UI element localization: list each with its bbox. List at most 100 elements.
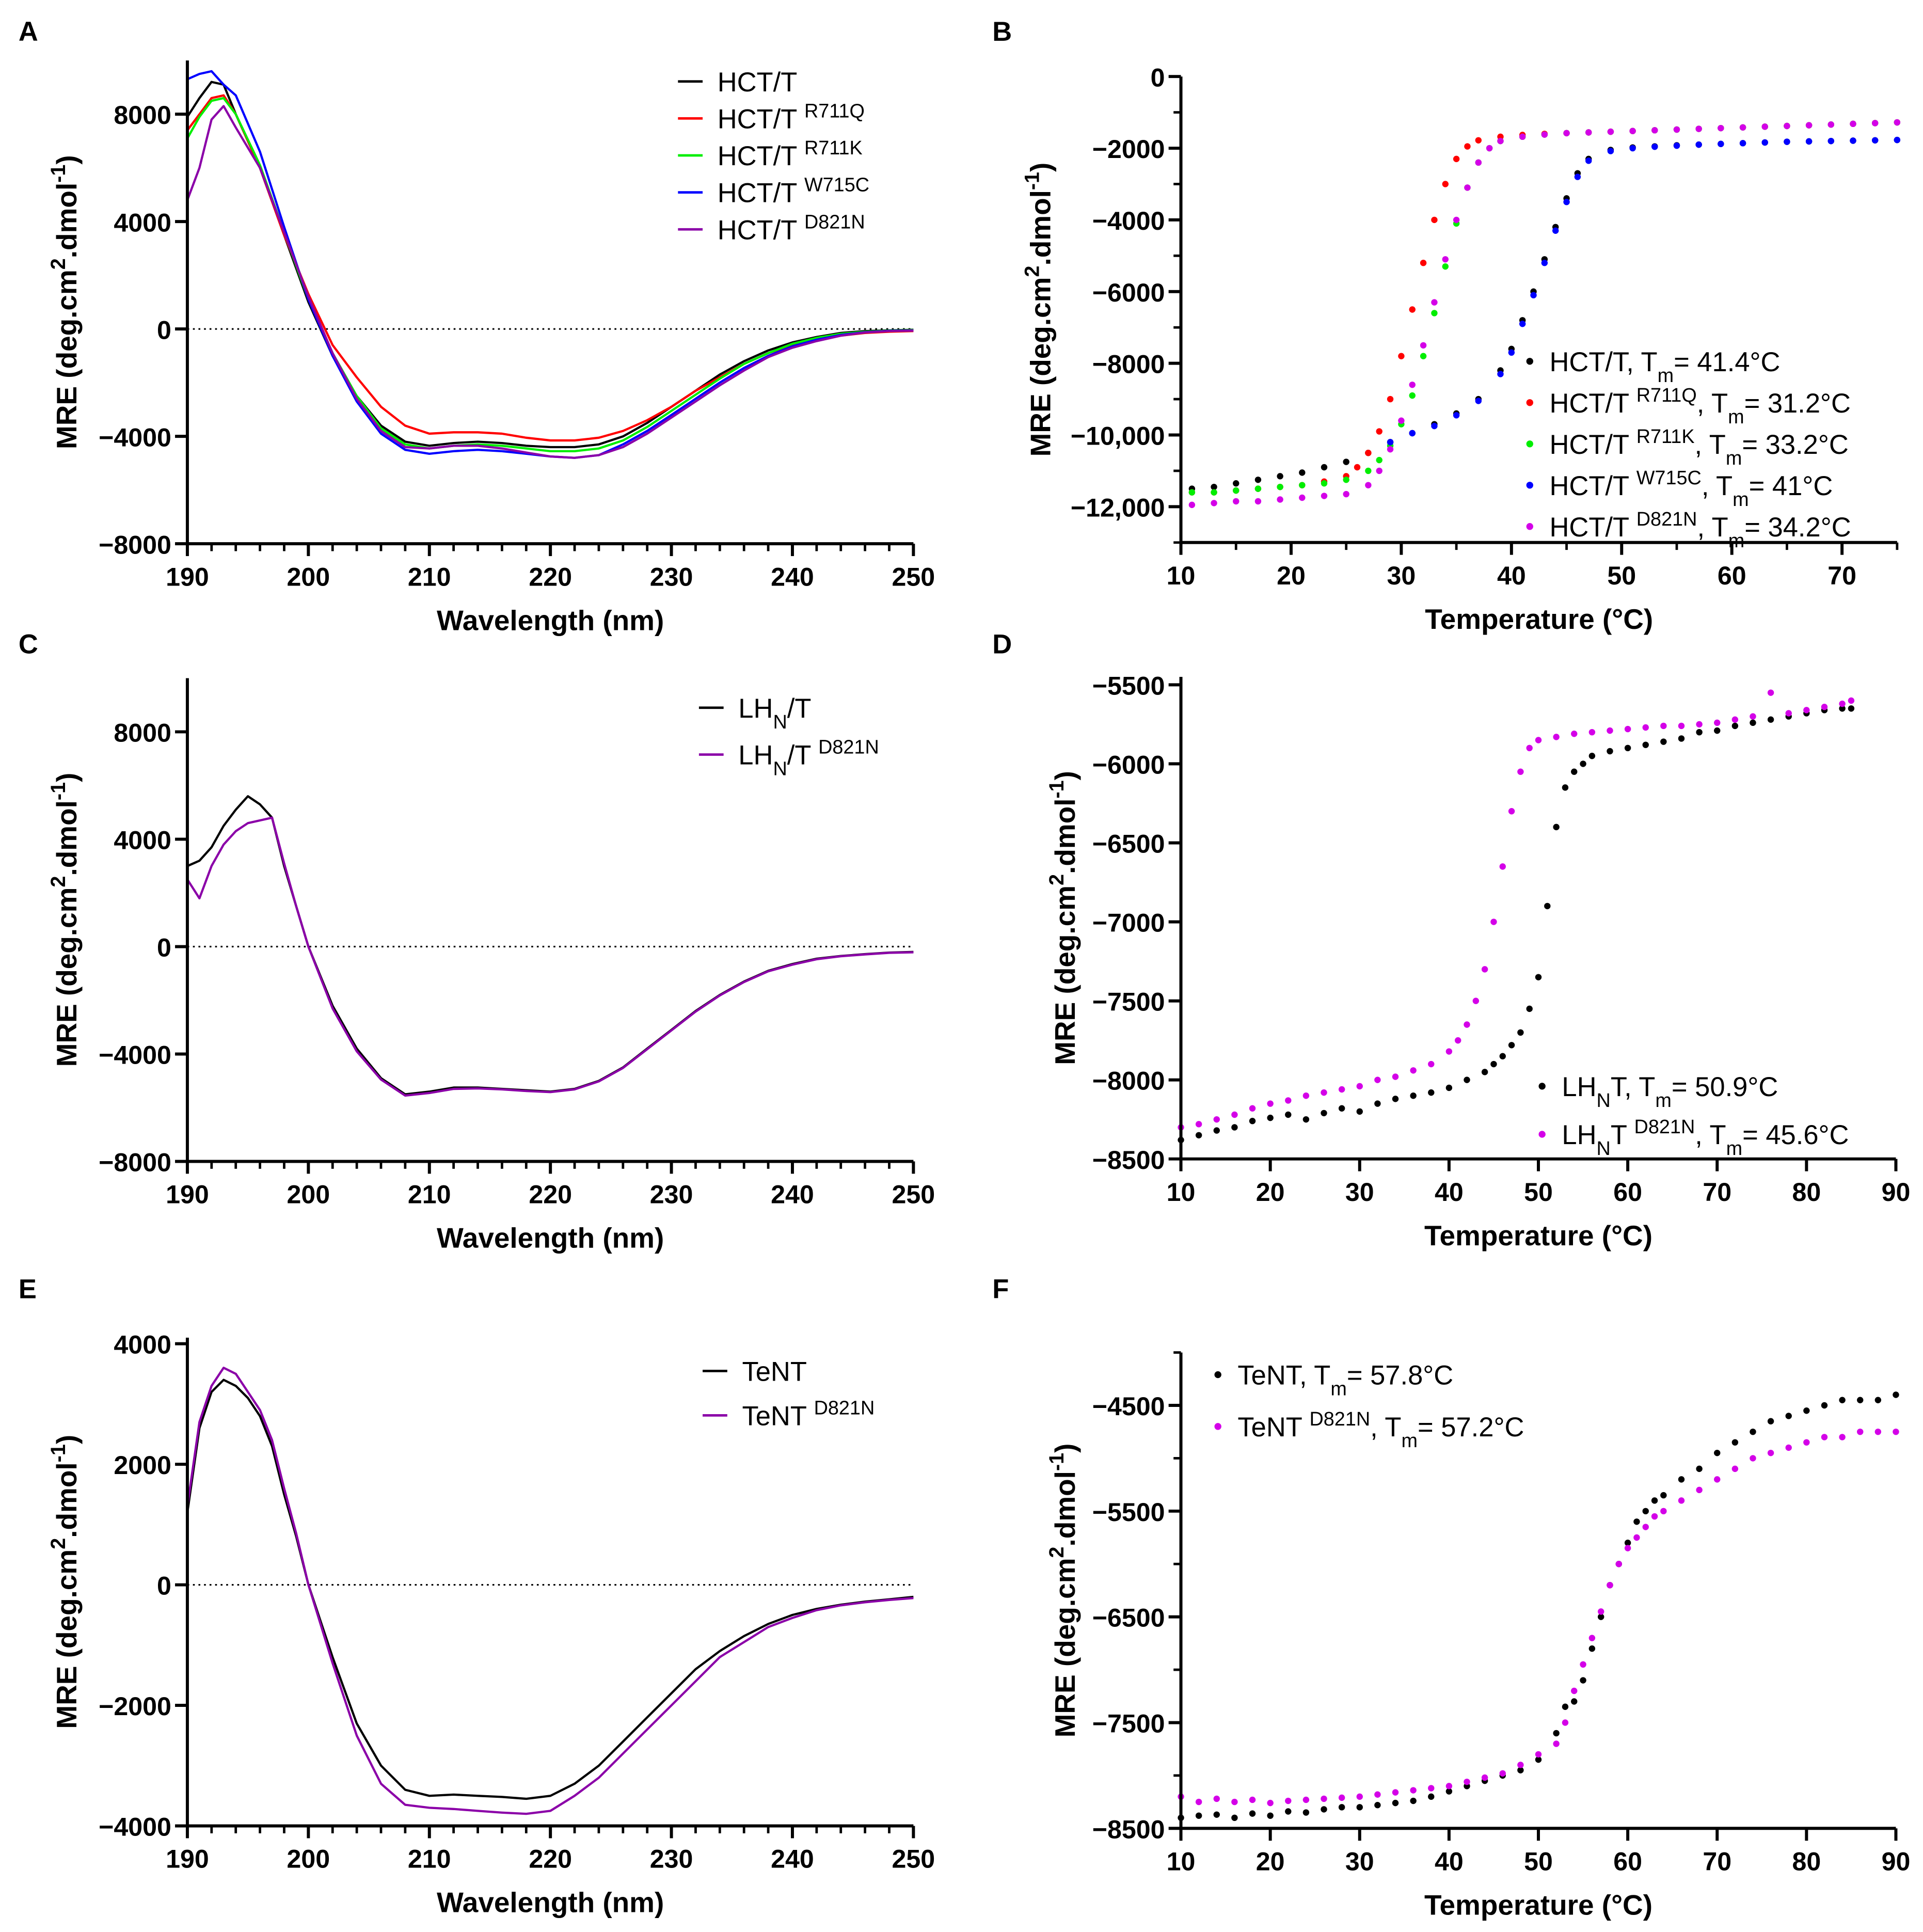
y-tick-label: −4000 [99,1813,171,1842]
plot-area [186,795,914,1097]
panel-letter: E [19,1274,37,1305]
data-point [1481,966,1488,973]
y-axis-label: MRE (deg.cm2.dmol-1) [1045,771,1081,1065]
data-point [1731,1465,1739,1472]
legend-swatch-dot [1214,1423,1221,1430]
data-point [1442,256,1449,263]
data-point [1607,748,1613,755]
axes: 10 20 30 40 50 60 70 80 90 −8500 −7500 −6500 −5500 −4… [1045,1351,1910,1921]
legend-item: HCT/T R711Q, Tm= 31.2°C [1526,385,1851,428]
data-point [1563,130,1570,137]
legend-label: LHN/T [738,693,811,733]
data-point [1267,1114,1274,1121]
subscript: N [773,758,787,780]
data-point [1848,705,1855,712]
data-point [1624,1540,1631,1546]
subscript: m [1728,406,1744,428]
data-point [1696,729,1703,736]
text-part: .dmol [51,800,83,876]
data-point [1871,120,1879,126]
x-tick-label: 250 [892,1845,935,1874]
legend-label: HCT/T R711Q [718,100,865,134]
data-point [1767,1449,1774,1456]
data-point [1387,395,1394,403]
data-point [1374,1100,1381,1107]
data-point [1354,464,1361,471]
axes: 190 200 210 220 230 240 250 −4000 −2000 0 2000 4000… [47,1331,935,1919]
legend-item: TeNT D821N, Tm= 57.2°C [1214,1408,1524,1452]
legend-item: TeNT [703,1357,807,1387]
superscript: D821N [804,211,865,233]
data-point [1508,808,1515,815]
data-point [1894,119,1901,126]
y-tick-label: −5500 [1092,671,1165,700]
data-point [1642,741,1649,748]
x-tick-label: 50 [1607,561,1636,590]
data-point [1321,1795,1327,1802]
data-point [1254,498,1262,505]
legend-swatch-dot [1214,1371,1221,1379]
x-tick-label: 200 [287,1845,330,1874]
text-part: = 57.8°C [1347,1360,1453,1391]
data-point [1839,705,1846,712]
superscript: R711K [804,137,863,159]
y-tick-label: 0 [1151,63,1165,92]
y-tick-label: 0 [157,1572,171,1601]
superscript: 2 [47,258,70,270]
data-point [1607,148,1614,154]
text-part: ) [51,773,83,782]
data-point [1486,145,1493,152]
data-point [1857,1428,1864,1435]
legend-item: LHN/T [698,693,811,733]
data-point [1428,1793,1435,1800]
data-point [1673,126,1680,133]
text-part: .dmol [51,183,83,258]
data-point [1821,1402,1828,1409]
legend-item: HCT/T D821N [678,211,865,245]
data-point [1660,738,1667,745]
text-part: TeNT [742,1357,806,1387]
legend-swatch-dot [1538,1131,1546,1138]
data-point [1714,719,1721,726]
data-point [1571,731,1578,737]
legend-label: TeNT, Tm= 57.8°C [1237,1360,1453,1400]
data-point [1475,137,1482,144]
data-point [1785,710,1792,717]
data-point [1678,735,1685,742]
data-point [1805,138,1813,145]
data-point [1857,1397,1864,1403]
superscript: 2 [1045,874,1068,885]
superscript: D821N [1634,1116,1695,1138]
legend-item: LHN/T D821N [698,737,879,780]
plot-area [186,70,914,459]
y-tick-label: 8000 [114,101,171,130]
x-axis-label: Wavelength (nm) [437,604,664,636]
text-part: .dmol [1049,799,1081,874]
data-point [1803,1439,1810,1446]
data-point [1750,1428,1756,1435]
text-part: HCT/T [718,178,804,209]
data-point [1714,1476,1721,1483]
legend-item: LHNT D821N, Tm= 45.6°C [1538,1116,1849,1160]
x-tick-label: 80 [1792,1178,1821,1207]
subscript: N [773,711,787,733]
text-part: = 41.4°C [1674,347,1780,377]
y-axis-label: MRE (deg.cm2.dmol-1) [47,155,83,449]
x-tick-label: 200 [287,562,330,591]
text-part: HCT/T [718,141,804,171]
x-tick-label: 60 [1613,1847,1642,1876]
x-tick-label: 30 [1387,561,1416,590]
axes: 10 20 30 40 50 60 70−12,000−10,000−8000−6000−4… [1021,63,1899,635]
data-point [1894,136,1901,144]
data-point [1267,1799,1274,1807]
data-point [1739,140,1746,147]
x-tick-label: 230 [650,562,693,591]
data-point [1629,128,1636,134]
y-tick-label: −6500 [1092,1604,1165,1633]
data-point [1464,1076,1470,1083]
data-point [1519,321,1526,327]
data-point [1343,477,1349,483]
